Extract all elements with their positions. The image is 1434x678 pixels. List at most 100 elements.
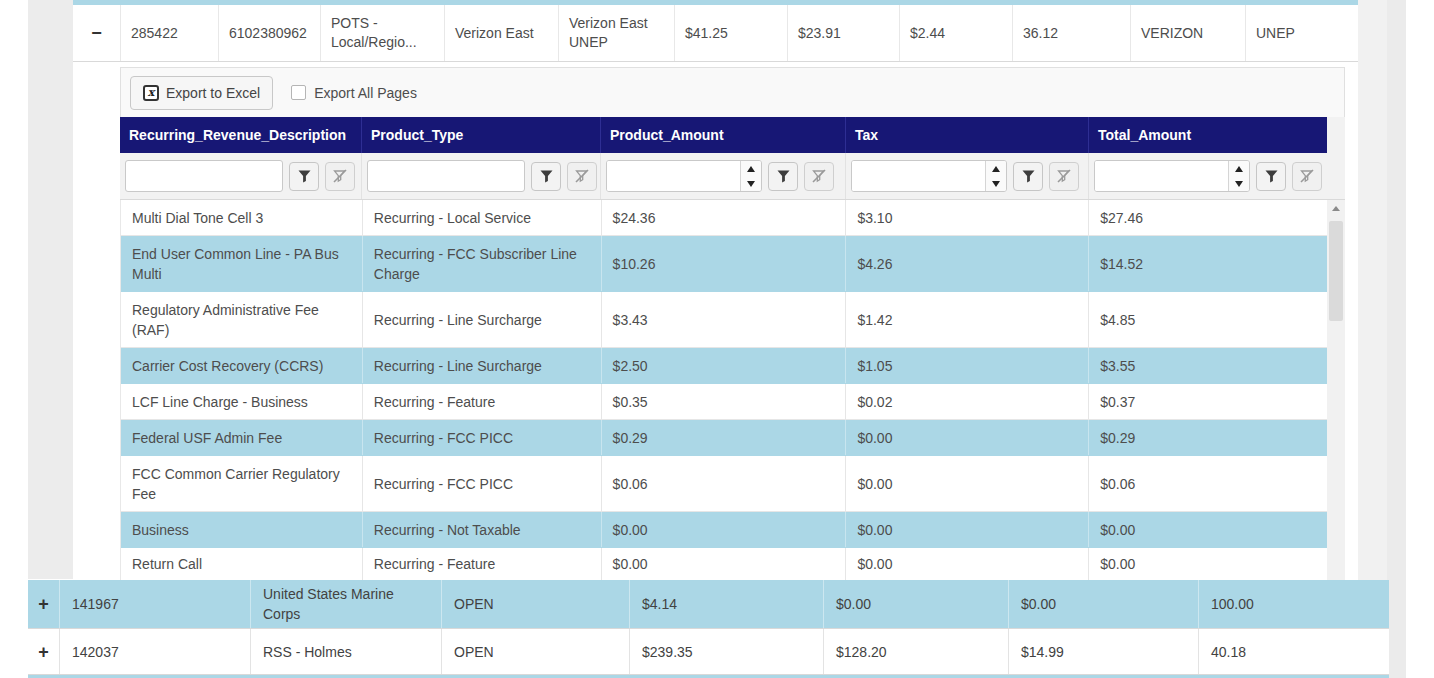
cell-amount-1: $41.25: [674, 5, 787, 61]
cell-record-id: 142037: [59, 629, 250, 674]
cell-plan: UNEP: [1245, 5, 1358, 61]
up-arrow-icon: [1332, 206, 1340, 211]
filter-button[interactable]: [1256, 162, 1286, 191]
cell-total-amount: $0.00: [1088, 512, 1327, 547]
cell-customer-name: RSS - Holmes: [250, 629, 441, 674]
detail-grid-scrollbar[interactable]: [1327, 200, 1345, 580]
spinner-up-button[interactable]: [1229, 161, 1249, 176]
clear-filter-button[interactable]: [1292, 162, 1322, 191]
cell-product-amount: $10.26: [601, 236, 846, 291]
page-scrollbar-track[interactable]: [1387, 0, 1406, 678]
cell-amount-2: $0.00: [823, 580, 1008, 628]
collapse-row-button[interactable]: −: [73, 5, 120, 61]
spinner-down-button[interactable]: [1229, 176, 1249, 191]
filter-input-tax[interactable]: [852, 161, 985, 191]
table-row[interactable]: Multi Dial Tone Cell 3 Recurring - Local…: [121, 200, 1327, 236]
expand-row-button[interactable]: +: [28, 629, 59, 674]
detail-grid-body: Multi Dial Tone Cell 3 Recurring - Local…: [120, 200, 1327, 580]
cell-description: End User Common Line - PA Bus Multi: [121, 236, 362, 291]
table-row[interactable]: Regulatory Administrative Fee (RAF) Recu…: [121, 292, 1327, 348]
cell-percent: 40.18: [1198, 629, 1389, 674]
cell-tax: $0.02: [845, 384, 1088, 419]
cell-description: Federal USF Admin Fee: [121, 420, 362, 455]
spinner-up-button[interactable]: [741, 161, 761, 176]
column-header-tax[interactable]: Tax: [845, 117, 1088, 153]
table-row[interactable]: − 285422 6102380962 POTS - Local/Regio..…: [73, 5, 1358, 62]
cell-product-type: Recurring - Feature: [362, 548, 601, 580]
cell-product-amount: $0.29: [601, 420, 846, 455]
table-row[interactable]: Carrier Cost Recovery (CCRS) Recurring -…: [121, 348, 1327, 384]
expand-icon[interactable]: +: [38, 595, 49, 613]
cell-product-type: Recurring - FCC Subscriber Line Charge: [362, 236, 601, 291]
spinner-down-button[interactable]: [986, 176, 1006, 191]
column-header-product-amount[interactable]: Product_Amount: [600, 117, 845, 153]
cell-region-detail: Verizon East UNEP: [558, 5, 674, 61]
cell-total-amount: $4.85: [1088, 292, 1327, 347]
cell-description: Multi Dial Tone Cell 3: [121, 200, 362, 235]
cell-description: Carrier Cost Recovery (CCRS): [121, 348, 362, 383]
cell-product-type: Recurring - Feature: [362, 384, 601, 419]
cell-customer-name: United States Marine Corps: [250, 580, 441, 628]
cell-tax: $0.00: [845, 512, 1088, 547]
clear-filter-button[interactable]: [1049, 162, 1079, 191]
clear-filter-button[interactable]: [567, 162, 597, 191]
filter-input-description[interactable]: [125, 160, 283, 192]
cell-product-amount: $24.36: [601, 200, 846, 235]
left-scroll-track[interactable]: [28, 0, 73, 579]
detail-grid: x Export to Excel Export All Pages Recur…: [120, 67, 1345, 580]
cell-tax: $4.26: [845, 236, 1088, 291]
table-row[interactable]: Return Call Recurring - Feature $0.00 $0…: [121, 548, 1327, 580]
funnel-icon: [539, 169, 554, 184]
cell-product-amount: $0.35: [601, 384, 846, 419]
column-header-total-amount[interactable]: Total_Amount: [1088, 117, 1327, 153]
cell-product-amount: $2.50: [601, 348, 846, 383]
cell-total-amount: $27.46: [1088, 200, 1327, 235]
numeric-spinner: [740, 161, 761, 191]
column-header-product-type[interactable]: Product_Type: [361, 117, 600, 153]
filter-button[interactable]: [1013, 162, 1043, 191]
table-row[interactable]: LCF Line Charge - Business Recurring - F…: [121, 384, 1327, 420]
filter-button[interactable]: [289, 162, 319, 191]
detail-grid-filter-row: [120, 153, 1345, 200]
table-row[interactable]: FCC Common Carrier Regulatory Fee Recurr…: [121, 456, 1327, 512]
table-row[interactable]: Business Recurring - Not Taxable $0.00 $…: [121, 512, 1327, 548]
cell-description: Business: [121, 512, 362, 547]
cell-total-amount: $0.00: [1088, 548, 1327, 580]
export-button-label: Export to Excel: [166, 85, 260, 101]
cell-amount-3: $2.44: [899, 5, 1012, 61]
export-to-excel-button[interactable]: x Export to Excel: [130, 76, 273, 110]
table-row[interactable]: Federal USF Admin Fee Recurring - FCC PI…: [121, 420, 1327, 456]
cell-tax: $1.05: [845, 348, 1088, 383]
cell-product-amount: $3.43: [601, 292, 846, 347]
table-row[interactable]: + 141967 United States Marine Corps OPEN…: [28, 580, 1389, 628]
expand-icon[interactable]: +: [38, 643, 49, 661]
cell-product-type: Recurring - FCC PICC: [362, 456, 601, 511]
cell-product-type: Recurring - Local Service: [362, 200, 601, 235]
clear-funnel-icon: [1056, 168, 1072, 184]
expand-row-button[interactable]: +: [28, 580, 59, 628]
filter-input-product-amount[interactable]: [607, 161, 740, 191]
cell-status: OPEN: [441, 580, 629, 628]
scrollbar-up-button[interactable]: [1327, 200, 1345, 217]
collapse-icon[interactable]: −: [91, 24, 102, 42]
cell-amount-1: $239.35: [629, 629, 823, 674]
scrollbar-thumb[interactable]: [1329, 221, 1343, 321]
export-all-pages-label: Export All Pages: [314, 85, 417, 101]
filter-button[interactable]: [531, 162, 561, 191]
cell-tax: $3.10: [845, 200, 1088, 235]
spinner-up-button[interactable]: [986, 161, 1006, 176]
column-header-recurring-revenue-description[interactable]: Recurring_Revenue_Description: [120, 117, 361, 153]
filter-input-product-type[interactable]: [367, 160, 525, 192]
table-row[interactable]: End User Common Line - PA Bus Multi Recu…: [121, 236, 1327, 292]
filter-button[interactable]: [768, 162, 798, 191]
cell-tax: $1.42: [845, 292, 1088, 347]
table-row[interactable]: + 142037 RSS - Holmes OPEN $239.35 $128.…: [28, 628, 1389, 675]
clear-filter-button[interactable]: [804, 162, 834, 191]
clear-filter-button[interactable]: [325, 162, 355, 191]
cell-product-amount: $0.00: [601, 548, 846, 580]
right-gutter: [1358, 0, 1387, 580]
filter-input-total-amount[interactable]: [1095, 161, 1228, 191]
filter-cell-total-amount: [1088, 153, 1327, 199]
spinner-down-button[interactable]: [741, 176, 761, 191]
export-all-pages-checkbox[interactable]: [291, 85, 306, 100]
